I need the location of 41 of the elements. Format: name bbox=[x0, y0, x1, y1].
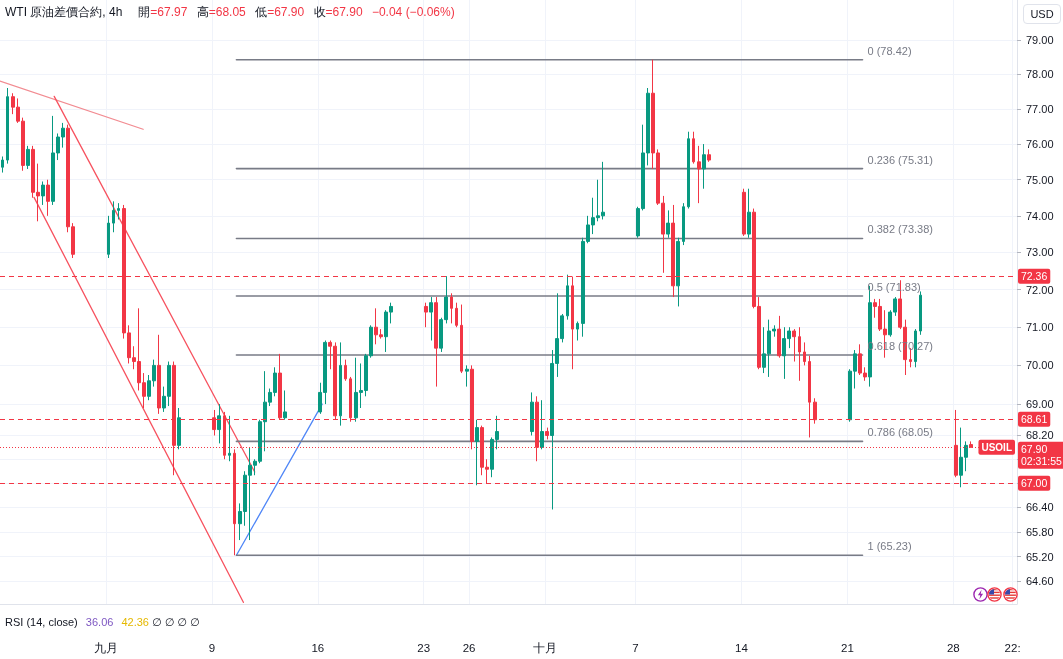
text: RSI (14, close) 36.06 42.36 ∅ ∅ ∅ ∅ bbox=[5, 616, 200, 628]
ref-line-label: 72.36 bbox=[1021, 270, 1048, 283]
y-tick-label: 65.20 bbox=[1026, 550, 1054, 563]
y-tick-label: 79.00 bbox=[1026, 33, 1054, 46]
annotation: USOIL bbox=[981, 441, 1012, 453]
series-label: 0.786 (68.05) bbox=[867, 426, 933, 439]
ref-line-label: 68.61 bbox=[1021, 413, 1048, 426]
y-tick-label: 72.00 bbox=[1026, 283, 1054, 296]
x-tick-label: 23 bbox=[417, 642, 431, 654]
x-tick-label: 22: bbox=[1004, 642, 1021, 654]
x-tick-label: 16 bbox=[311, 642, 325, 654]
y-tick-label: 71.00 bbox=[1026, 321, 1054, 334]
y-axis-title: USD bbox=[1023, 4, 1061, 24]
y-tick-label: 75.00 bbox=[1026, 173, 1054, 186]
x-tick-label: 9 bbox=[208, 642, 216, 654]
series-label: 0 (78.42) bbox=[867, 44, 912, 57]
y-tick-label: 70.00 bbox=[1026, 359, 1054, 372]
x-tick-label: 十月 bbox=[532, 642, 557, 654]
y-tick-label: 66.40 bbox=[1026, 501, 1054, 514]
y-tick-label: 65.80 bbox=[1026, 525, 1054, 538]
y-tick-label: 77.00 bbox=[1026, 102, 1054, 115]
y-tick-label: 69.00 bbox=[1026, 398, 1054, 411]
x-tick-label: 7 bbox=[632, 642, 639, 654]
x-tick-label: 28 bbox=[946, 642, 960, 654]
y-tick-label: 64.60 bbox=[1026, 575, 1054, 588]
ref-line-label: 67.00 bbox=[1021, 477, 1048, 490]
ref-line-label: 67.90 02:31:55 bbox=[1021, 443, 1063, 468]
x-tick-label: 21 bbox=[841, 642, 854, 654]
series-label: 1 (65.23) bbox=[867, 540, 912, 553]
x-tick-label: 26 bbox=[462, 642, 476, 654]
y-tick-label: 74.00 bbox=[1026, 209, 1054, 222]
y-tick-label: 68.20 bbox=[1026, 429, 1054, 442]
series-label: 0.382 (73.38) bbox=[867, 223, 933, 236]
y-tick-label: 73.00 bbox=[1026, 246, 1054, 259]
x-tick-label: 九月 bbox=[93, 642, 118, 654]
text: 開=67.97 高=68.05 低=67.90 收=67.90 −0.04 (−0.06%) bbox=[138, 5, 455, 19]
y-tick-label: 78.00 bbox=[1026, 68, 1054, 81]
y-tick-label: 76.00 bbox=[1026, 138, 1054, 151]
series-label: 0.236 (75.31) bbox=[867, 153, 933, 166]
x-tick-label: 14 bbox=[735, 642, 749, 654]
chart-title: WTI 原油差價合約, 4h bbox=[5, 4, 123, 21]
